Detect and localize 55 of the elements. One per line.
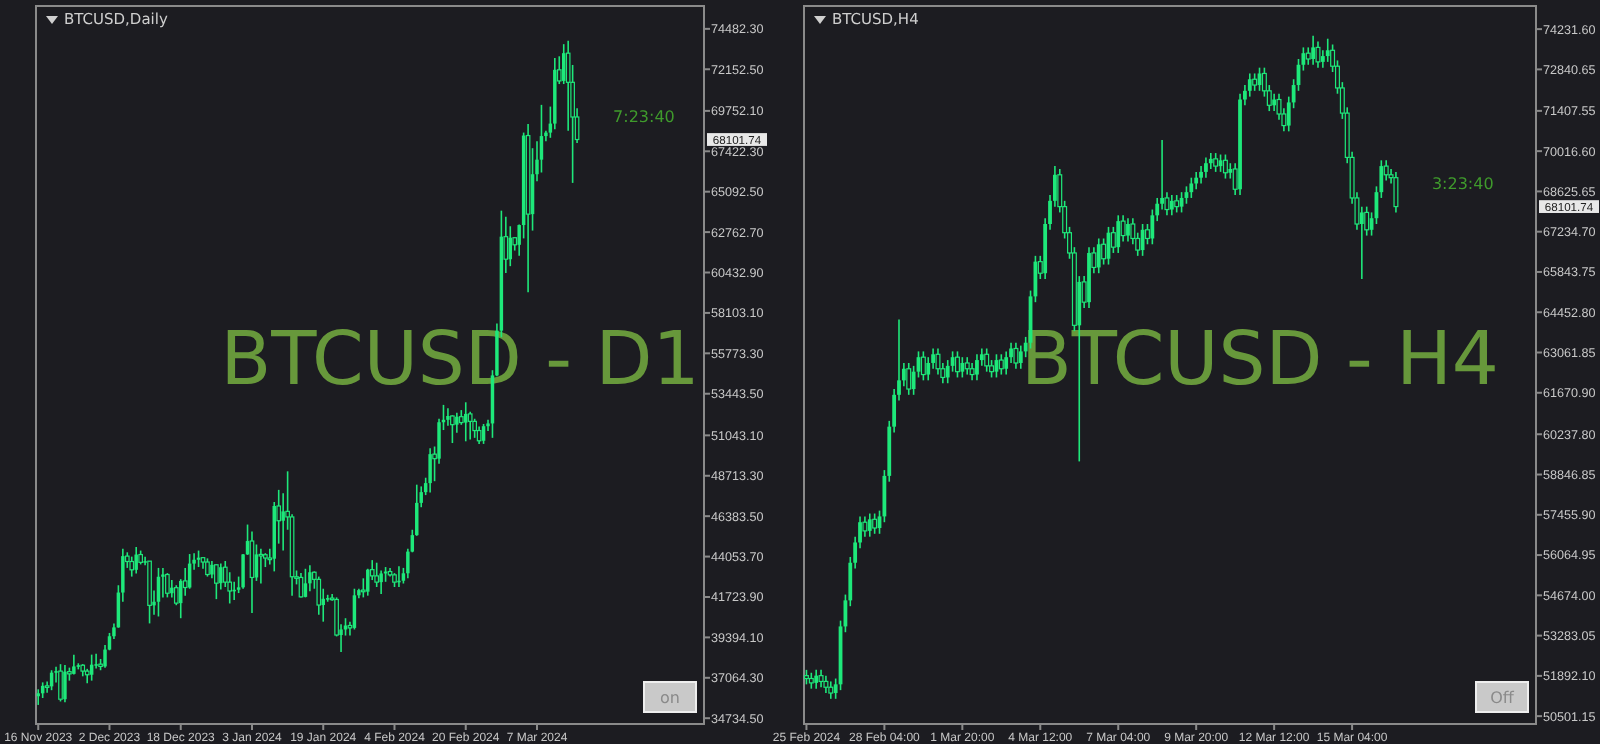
candlestick xyxy=(129,555,135,578)
candlestick xyxy=(147,560,152,625)
candlestick xyxy=(58,663,63,703)
candlestick xyxy=(872,512,878,535)
candlestick xyxy=(867,512,872,538)
candlestick xyxy=(1247,72,1252,98)
candlestick xyxy=(72,653,76,676)
candlestick xyxy=(366,567,370,597)
candlestick xyxy=(1393,171,1399,214)
candlestick xyxy=(1204,156,1208,179)
candlestick xyxy=(814,669,819,690)
candlestick xyxy=(374,561,380,588)
candlestick xyxy=(36,688,40,706)
candlestick xyxy=(1096,237,1101,275)
annotation: 7:23:40 xyxy=(613,107,675,126)
annotation: on xyxy=(660,688,680,707)
candlestick xyxy=(1315,40,1321,69)
candlestick xyxy=(1189,176,1194,199)
candlestick xyxy=(935,347,941,376)
candlestick xyxy=(1208,152,1213,170)
candlestick xyxy=(1101,237,1107,266)
candlestick xyxy=(945,359,950,385)
candlestick xyxy=(1311,35,1316,66)
candlestick xyxy=(1013,341,1019,370)
annotation: Off xyxy=(1490,688,1515,707)
candlestick xyxy=(1004,350,1009,376)
candlestick xyxy=(219,562,223,591)
candlestick xyxy=(316,575,322,616)
candlestick xyxy=(926,356,931,382)
candlestick xyxy=(1213,152,1219,173)
candlestick xyxy=(63,664,67,704)
candlestick xyxy=(450,414,455,444)
candlestick xyxy=(464,401,468,443)
candlestick xyxy=(165,572,170,599)
candlestick xyxy=(472,417,477,439)
annotation: 3:23:40 xyxy=(1431,174,1494,193)
candlestick xyxy=(103,644,107,669)
candlestick xyxy=(308,564,312,593)
candlestick xyxy=(205,557,210,578)
candlestick xyxy=(984,347,990,373)
candlestick xyxy=(214,563,219,600)
candlestick xyxy=(1222,153,1228,180)
candlestick xyxy=(1169,194,1174,217)
candlestick xyxy=(1116,214,1121,254)
candlestick xyxy=(954,350,960,379)
candlestick xyxy=(379,569,383,595)
candlestick xyxy=(1126,217,1130,243)
candlestick xyxy=(134,546,138,575)
candlestick xyxy=(975,353,979,382)
candlestick xyxy=(998,353,1004,376)
candlestick xyxy=(428,447,432,494)
candlestick xyxy=(258,548,264,585)
candlestick xyxy=(960,356,965,379)
candlestick xyxy=(906,362,912,396)
candlestick xyxy=(920,350,926,382)
